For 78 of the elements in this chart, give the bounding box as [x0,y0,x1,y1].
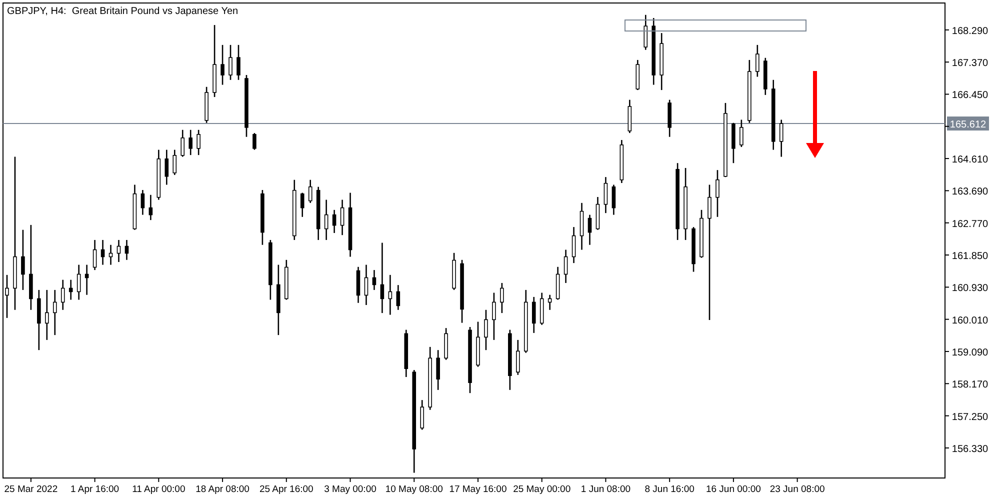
candlestick [380,242,384,314]
candlestick [756,44,760,78]
candlestick [196,129,200,156]
candlestick [484,309,488,351]
candlestick [228,44,232,81]
candlestick [372,269,376,291]
candlestick [180,129,185,158]
y-tick-label: 160.930 [952,283,989,294]
candlestick [172,149,177,176]
candlestick [324,199,328,241]
candlestick [420,399,424,430]
candlestick [492,292,496,341]
candlestick [740,119,744,148]
candlestick [388,274,392,316]
candlestick [532,296,536,334]
y-tick-label: 164.610 [952,154,989,166]
candlestick [92,239,97,271]
candlestick [396,284,400,311]
x-tick-label: 1 Apr 16:00 [70,484,120,495]
candlestick [124,239,129,261]
candlestick [220,44,224,86]
x-tick-label: 25 May 00:00 [513,484,571,495]
y-tick-label: 166.450 [952,90,989,102]
candlestick [252,132,256,150]
x-tick-label: 25 Apr 16:00 [259,484,314,495]
candlestick [436,349,440,391]
candlestick [45,289,49,341]
x-tick-label: 11 Apr 00:00 [132,484,186,495]
candlestick [148,194,153,221]
candlestick [164,149,169,186]
candlestick [564,249,568,284]
candlestick [604,176,608,214]
candlestick [52,289,57,336]
x-tick-label: 16 Jun 00:00 [706,484,761,495]
y-tick-label: 156.330 [952,444,989,455]
y-tick-label: 162.770 [952,218,989,230]
candlestick [116,239,121,263]
x-tick-label: 10 May 08:00 [385,484,443,495]
y-tick-label: 163.690 [952,186,989,198]
candlestick [340,199,344,236]
candlestick [140,189,145,216]
x-tick-label: 25 Mar 2022 [4,484,58,495]
candlestick [308,179,312,204]
y-tick-label: 160.010 [952,315,989,326]
y-tick-label: 159.090 [952,347,989,358]
candlestick [68,279,73,300]
candlestick [644,14,648,50]
y-tick-label: 168.290 [952,26,989,37]
x-tick-label: 8 Jun 16:00 [644,484,694,495]
candlestick [500,282,504,314]
candlestick [300,192,304,218]
candlestick [21,229,25,291]
candlestick [332,209,336,234]
x-tick-label: 23 Jun 08:00 [770,484,825,495]
candlestick [236,44,240,81]
candlestick [708,184,712,321]
candlestick [588,214,592,246]
candlestick [188,129,192,156]
candlestick [364,264,368,306]
candlestick [60,279,65,311]
x-tick-label: 18 Apr 08:00 [196,484,250,495]
chart-title: GBPJPY, H4: Great Britain Pound vs Japanese Yen [7,6,238,17]
candlestick [100,239,105,266]
y-tick-label: 157.250 [952,412,989,423]
candlestick [716,169,720,218]
y-tick-label: 167.370 [952,58,989,70]
candlestick [572,226,576,264]
candlestick [5,274,9,319]
candlestick [76,264,81,300]
x-tick-label: 3 May 00:00 [324,484,376,495]
candlestick [612,184,616,216]
x-tick-label: 17 May 16:00 [449,484,507,495]
x-tick-label: 1 Jun 08:00 [580,484,631,495]
ref-line-label: 165.612 [950,120,987,131]
candlestick [779,119,784,158]
candlestick [516,339,520,376]
y-tick-label: 161.850 [952,251,989,262]
y-tick-label: 158.170 [952,380,989,391]
